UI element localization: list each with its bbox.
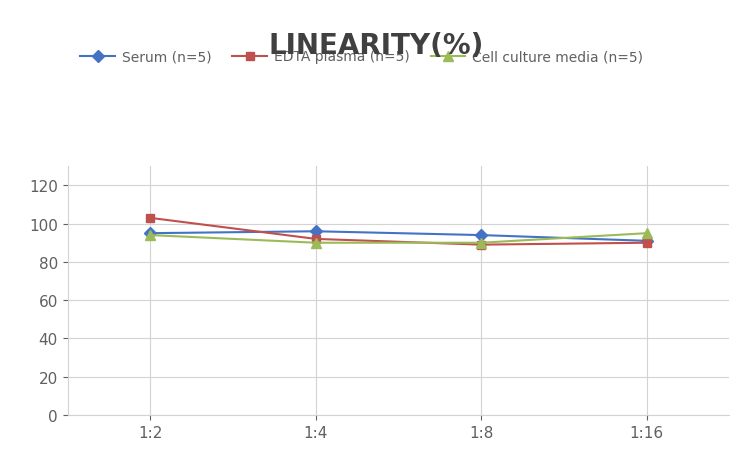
Cell culture media (n=5): [477, 240, 486, 246]
Line: Serum (n=5): Serum (n=5): [146, 228, 651, 245]
EDTA plasma (n=5): [311, 237, 320, 242]
Line: Cell culture media (n=5): Cell culture media (n=5): [146, 229, 651, 248]
Cell culture media (n=5): [146, 233, 155, 238]
Serum (n=5): [311, 229, 320, 235]
Serum (n=5): [477, 233, 486, 238]
Serum (n=5): [642, 239, 651, 244]
Cell culture media (n=5): [642, 231, 651, 236]
Text: LINEARITY(%): LINEARITY(%): [268, 32, 484, 60]
Serum (n=5): [146, 231, 155, 236]
EDTA plasma (n=5): [477, 242, 486, 248]
Legend: Serum (n=5), EDTA plasma (n=5), Cell culture media (n=5): Serum (n=5), EDTA plasma (n=5), Cell cul…: [74, 45, 649, 70]
Line: EDTA plasma (n=5): EDTA plasma (n=5): [146, 214, 651, 249]
EDTA plasma (n=5): [146, 216, 155, 221]
Cell culture media (n=5): [311, 240, 320, 246]
EDTA plasma (n=5): [642, 240, 651, 246]
